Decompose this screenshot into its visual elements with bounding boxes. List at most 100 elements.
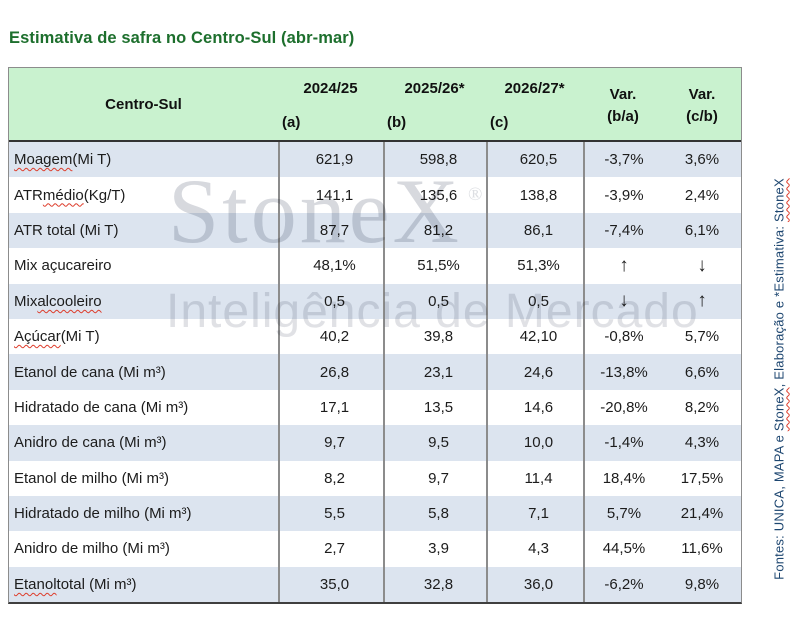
value-2026-27: 10,0 [486,425,583,461]
table-body: Moagem (Mi T) 621,9 598,8 620,5 -3,7% 3,… [9,142,741,603]
header-label-centro-sul: Centro-Sul [105,95,182,113]
header-cell-centro-sul: Centro-Sul [9,68,278,140]
value-2025-26: 9,7 [383,460,486,496]
table-row: ATR total (Mi T) 87,7 81,2 86,1 -7,4% 6,… [9,212,741,249]
value-var-cb: 2,4% [684,186,720,204]
row-label: Hidratado de milho (Mi m³) [14,505,192,523]
value-var-cb: 5,7% [684,328,720,346]
row-label: Moagem (Mi T) [14,151,112,169]
value-var-ba: ↓ [583,283,663,319]
row-label: Anidro de cana (Mi m³) [14,434,167,452]
header-cell-var-ba: Var. (b/a) [583,68,663,140]
value-2024-25: 40,2 [278,318,383,355]
value-var-ba: ↑ [583,248,663,284]
table-row: Hidratado de milho (Mi m³) 5,5 5,8 7,1 5… [9,495,741,532]
header-sublabel-var-cb: (c/b) [686,107,718,125]
page-title: Estimativa de safra no Centro-Sul (abr-m… [9,29,355,47]
value-2024-25: 5,5 [278,495,383,532]
value-2025-26: 5,8 [383,495,486,532]
row-label: ATR médio (Kg/T) [14,186,126,204]
value-var-cb: 3,6% [684,151,720,169]
header-label-var-cb: Var. [688,85,716,103]
row-label: Açúcar (Mi T) [14,328,100,346]
value-2024-25: 8,2 [278,460,383,496]
header-label-2026-27: 2026/27* [504,80,565,97]
value-2024-25: 17,1 [278,389,383,426]
value-2025-26: 51,5% [383,248,486,284]
header-sublabel-c: (c) [490,114,509,131]
header-cell-2025-26: 2025/26* (b) [383,68,486,140]
value-2024-25: 2,7 [278,531,383,567]
row-label: Mix alcooleiro [14,292,102,310]
value-var-cb: 17,5% [680,469,724,487]
value-var-cb: 6,6% [684,363,720,381]
value-2025-26: 39,8 [383,318,486,355]
header-cell-2026-27: 2026/27* (c) [486,68,583,140]
value-var-ba: -1,4% [583,425,663,461]
table-row: Etanol de milho (Mi m³) 8,2 9,7 11,4 18,… [9,460,741,496]
value-2025-26: 9,5 [383,425,486,461]
value-var-cb: ↑ [697,290,707,312]
value-var-ba: -3,7% [583,142,663,178]
value-2024-25: 35,0 [278,566,383,603]
value-2026-27: 7,1 [486,495,583,532]
header-cell-var-cb: Var. (c/b) [663,68,741,140]
value-2026-27: 138,8 [486,177,583,213]
table-row: Anidro de milho (Mi m³) 2,7 3,9 4,3 44,5… [9,531,741,567]
value-2024-25: 0,5 [278,283,383,319]
value-var-ba: -20,8% [583,389,663,426]
value-2026-27: 14,6 [486,389,583,426]
header-sublabel-a: (a) [282,114,301,131]
value-2026-27: 4,3 [486,531,583,567]
table-row: Açúcar (Mi T) 40,2 39,8 42,10 -0,8% 5,7% [9,318,741,355]
table-row: Mix alcooleiro 0,5 0,5 0,5 ↓ ↑ [9,283,741,319]
value-2024-25: 9,7 [278,425,383,461]
value-2024-25: 141,1 [278,177,383,213]
value-2025-26: 135,6 [383,177,486,213]
value-var-ba: -3,9% [583,177,663,213]
value-var-ba: -0,8% [583,318,663,355]
value-2024-25: 48,1% [278,248,383,284]
value-2026-27: 42,10 [486,318,583,355]
table-row: Moagem (Mi T) 621,9 598,8 620,5 -3,7% 3,… [9,142,741,178]
header-label-2025-26: 2025/26* [404,80,465,97]
value-2025-26: 32,8 [383,566,486,603]
header-label-var-ba: Var. [609,85,637,103]
value-2025-26: 13,5 [383,389,486,426]
row-label: Etanol total (Mi m³) [14,575,137,593]
value-2025-26: 3,9 [383,531,486,567]
value-2024-25: 621,9 [278,142,383,178]
value-var-ba: -7,4% [583,212,663,249]
table-row: Hidratado de cana (Mi m³) 17,1 13,5 14,6… [9,389,741,426]
table-row: Etanol de cana (Mi m³) 26,8 23,1 24,6 -1… [9,354,741,390]
value-var-cb: 11,6% [681,540,723,558]
row-label: Etanol de cana (Mi m³) [14,363,166,381]
value-2025-26: 0,5 [383,283,486,319]
value-var-ba: 5,7% [583,495,663,532]
value-2025-26: 81,2 [383,212,486,249]
value-var-cb: 21,4% [680,505,724,523]
value-2026-27: 86,1 [486,212,583,249]
value-2026-27: 620,5 [486,142,583,178]
header-cell-2024-25: 2024/25 (a) [278,68,383,140]
table-row: Mix açucareiro 48,1% 51,5% 51,3% ↑ ↓ [9,248,741,284]
safra-table: Centro-Sul 2024/25 (a) 2025/26* (b) 2026… [8,67,742,605]
value-var-cb: 8,2% [684,398,720,416]
value-2026-27: 0,5 [486,283,583,319]
value-2025-26: 598,8 [383,142,486,178]
value-var-cb: 4,3% [684,434,720,452]
value-var-cb: 6,1% [684,221,720,239]
value-var-ba: 18,4% [583,460,663,496]
row-label: ATR total (Mi T) [14,221,119,239]
value-2026-27: 24,6 [486,354,583,390]
header-sublabel-b: (b) [387,114,407,131]
row-label: Anidro de milho (Mi m³) [14,540,170,558]
header-sublabel-var-ba: (b/a) [607,107,639,125]
row-label: Mix açucareiro [14,257,112,275]
row-label: Etanol de milho (Mi m³) [14,469,170,487]
table-row: Anidro de cana (Mi m³) 9,7 9,5 10,0 -1,4… [9,425,741,461]
value-2024-25: 87,7 [278,212,383,249]
source-note: Fontes: UNICA, MAPA e StoneX, Elaboração… [771,178,787,580]
value-var-ba: -6,2% [583,566,663,603]
